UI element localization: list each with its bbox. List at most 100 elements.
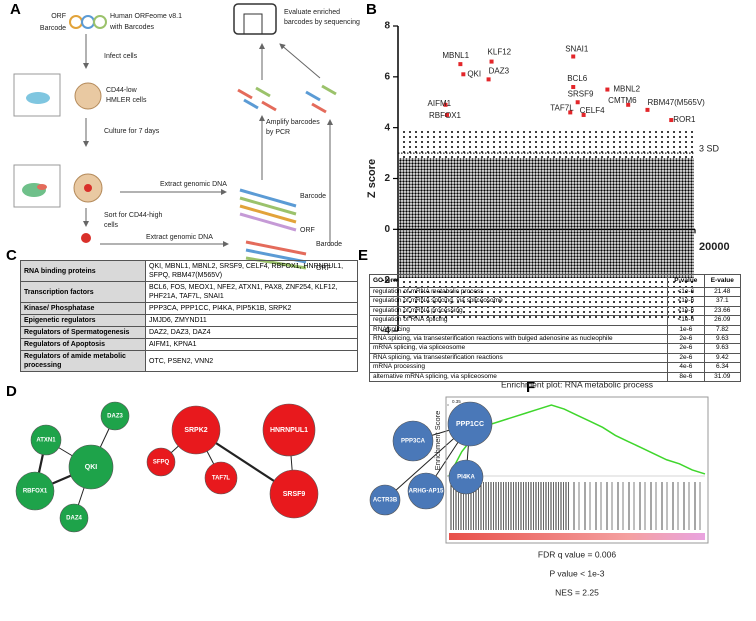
table-row: RNA splicing, via transesterification re… [368, 334, 742, 345]
table-cell: 23.66 [703, 305, 742, 317]
table-cell: AIFM1, KPNA1 [145, 338, 358, 351]
label: Extract genomic DNA [146, 234, 213, 241]
network-node [447, 401, 493, 447]
table-row: regulation of RNA splicing <1e-6 26.09 [368, 315, 742, 326]
table-cell: RNA splicing, via transesterification re… [368, 334, 669, 345]
table-row: regulation of mRNA metabolic process <1e-… [368, 286, 742, 298]
table-cell: 4e-6 [667, 362, 705, 373]
network-node [30, 424, 62, 456]
node-label: QKI [85, 464, 98, 471]
node-label: SFPQ [153, 460, 170, 466]
point [458, 62, 463, 67]
y-tick-label: 6 [384, 71, 390, 82]
table-cell: 2e-6 [667, 352, 705, 364]
label: Amplify barcodes [266, 119, 320, 126]
point [461, 72, 466, 77]
table-cell: 2e-6 [667, 343, 705, 354]
network-node [392, 420, 434, 462]
table-cell: QKI, MBNL1, MBNL2, SRSF9, CELF4, RBFOX1,… [145, 260, 358, 282]
table-cell: GO term [368, 274, 669, 288]
table-cell: 37.1 [703, 296, 742, 307]
table-row: mRNA splicing, via spliceosome 2e-6 9.63 [368, 343, 742, 354]
label: CD44-low [106, 87, 138, 94]
table-cell: 9.42 [703, 352, 742, 364]
table-cell: regulation of mRNA metabolic process [368, 286, 669, 298]
point [568, 110, 573, 115]
panel-label: C [6, 247, 17, 264]
table-cell: <1e-6 [667, 315, 705, 326]
point-label: CELF4 [580, 106, 605, 115]
table-cell: 9.63 [703, 343, 742, 354]
point-label: SNAI1 [565, 45, 589, 54]
label: ORF [51, 13, 66, 20]
table-cell: RNA binding proteins [20, 260, 146, 282]
table-cell: 1e-6 [667, 324, 705, 336]
table-cell: mRNA processing [368, 362, 669, 373]
x-tick-label: 20000 [699, 241, 730, 253]
point [443, 102, 448, 107]
table-cell: Regulators of Apoptosis [20, 338, 146, 351]
point-label: MBNL1 [442, 51, 469, 60]
y-tick-label: 0.35 [452, 399, 461, 404]
point [445, 112, 450, 117]
table-cell: 26.09 [703, 315, 742, 326]
node-label: SRSF9 [283, 491, 306, 498]
gene-table: RNA binding proteins QKI, MBNL1, MBNL2, S… [20, 260, 358, 372]
point-label: BCL6 [567, 74, 588, 83]
panel-label: F [526, 379, 535, 396]
table-row: Transcription factors BCL6, FOS, MEOX1, N… [20, 281, 358, 303]
table-row: RNA splicing 1e-6 7.82 [368, 324, 742, 336]
table-cell: regulation of mRNA processing [368, 305, 669, 317]
node-label: ARHG-AP15 [409, 489, 444, 495]
table-cell: E-value [703, 274, 742, 288]
table-row: mRNA processing 4e-6 6.34 [368, 362, 742, 373]
table-cell: 7.82 [703, 324, 742, 336]
table-cell: alternative mRNA splicing, via spliceoso… [368, 371, 669, 383]
table-cell: 9.63 [703, 334, 742, 345]
point [626, 102, 631, 107]
annotation: P value < 1e-3 [550, 568, 605, 578]
label: by PCR [266, 129, 290, 136]
table-cell: 2e-6 [667, 334, 705, 345]
label: Sort for CD44-high [104, 212, 162, 219]
node-label: DAZ3 [107, 414, 123, 420]
network-node [146, 447, 176, 477]
threshold-label: 3 SD [699, 143, 720, 153]
node-label: PI4KA [457, 475, 475, 481]
network-node [100, 401, 130, 431]
point-label: KLF12 [488, 48, 512, 57]
label: with Barcodes [109, 24, 154, 31]
table-row: regulation of mRNA splicing, via spliceo… [368, 296, 742, 307]
annotation: NES = 2.25 [555, 587, 599, 597]
table-row: RNA splicing, via transesterification re… [368, 352, 742, 364]
label: Culture for 7 days [104, 128, 160, 135]
schematic-graphics [13, 3, 337, 270]
y-tick-label: 0 [384, 224, 390, 235]
point [669, 118, 674, 123]
table-cell: Regulators of amide metabolic processing [20, 350, 146, 372]
point-label: MBNL2 [613, 85, 640, 94]
point [645, 107, 650, 112]
table-row: Regulators of amide metabolic processing… [20, 350, 358, 372]
table-cell: OTC, PSEN2, VNN2 [145, 350, 358, 372]
label: barcodes by sequencing [284, 19, 360, 26]
table-cell: regulation of mRNA splicing, via spliceo… [368, 296, 669, 307]
panel-label: E [358, 247, 368, 264]
table-cell: <1e-6 [667, 305, 705, 317]
table-cell: BCL6, FOS, MEOX1, NFE2, ATXN1, PAX8, ZNF… [145, 281, 358, 303]
point [571, 54, 576, 59]
table-row: regulation of mRNA processing <1e-6 23.66 [368, 305, 742, 317]
node-label: PPP1CC [456, 421, 484, 428]
table-cell: Kinase/ Phosphatase [20, 302, 146, 315]
point [489, 59, 494, 64]
table-cell: Regulators of Spermatogenesis [20, 326, 146, 339]
node-label: HNRNPUL1 [270, 427, 308, 434]
label: Barcode [300, 193, 326, 200]
table-cell: RNA splicing, via transesterification re… [368, 352, 669, 364]
y-tick-label: 8 [384, 21, 390, 32]
network-node [204, 461, 238, 495]
node-label: DAZ4 [66, 516, 82, 522]
point [605, 87, 610, 92]
y-tick-label: 4 [384, 122, 390, 133]
